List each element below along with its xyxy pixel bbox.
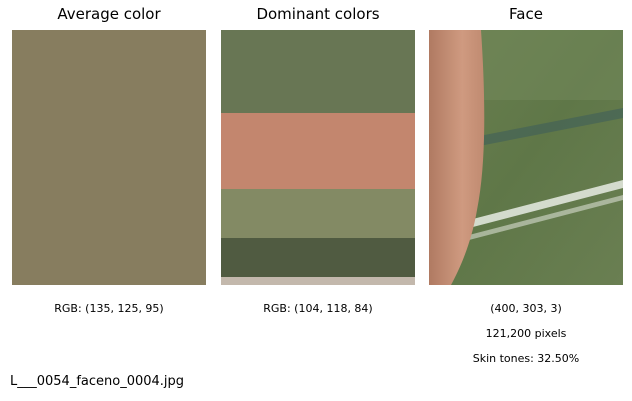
dominant-colors-title: Dominant colors — [256, 5, 380, 23]
average-color-rgb: RGB: (135, 125, 95) — [54, 302, 164, 315]
dominant-color-band-1 — [221, 30, 415, 113]
average-color-title: Average color — [57, 5, 161, 23]
dominant-colors-bands — [221, 30, 415, 285]
image-filename: L___0054_faceno_0004.jpg — [10, 374, 185, 389]
face-skin-tones: Skin tones: 32.50% — [472, 352, 580, 365]
dominant-color-band-2 — [221, 112, 415, 189]
face-pixel-count: 121,200 pixels — [485, 327, 567, 340]
dominant-color-band-4 — [221, 237, 415, 277]
face-title: Face — [509, 5, 543, 23]
average-color-swatch — [12, 30, 206, 285]
dominant-color-band-3 — [221, 188, 415, 238]
face-image — [429, 30, 623, 285]
dominant-color-rgb: RGB: (104, 118, 84) — [263, 302, 373, 315]
face-shape: (400, 303, 3) — [490, 302, 562, 315]
dominant-color-band-5 — [221, 276, 415, 285]
face-crop-image — [429, 30, 623, 285]
